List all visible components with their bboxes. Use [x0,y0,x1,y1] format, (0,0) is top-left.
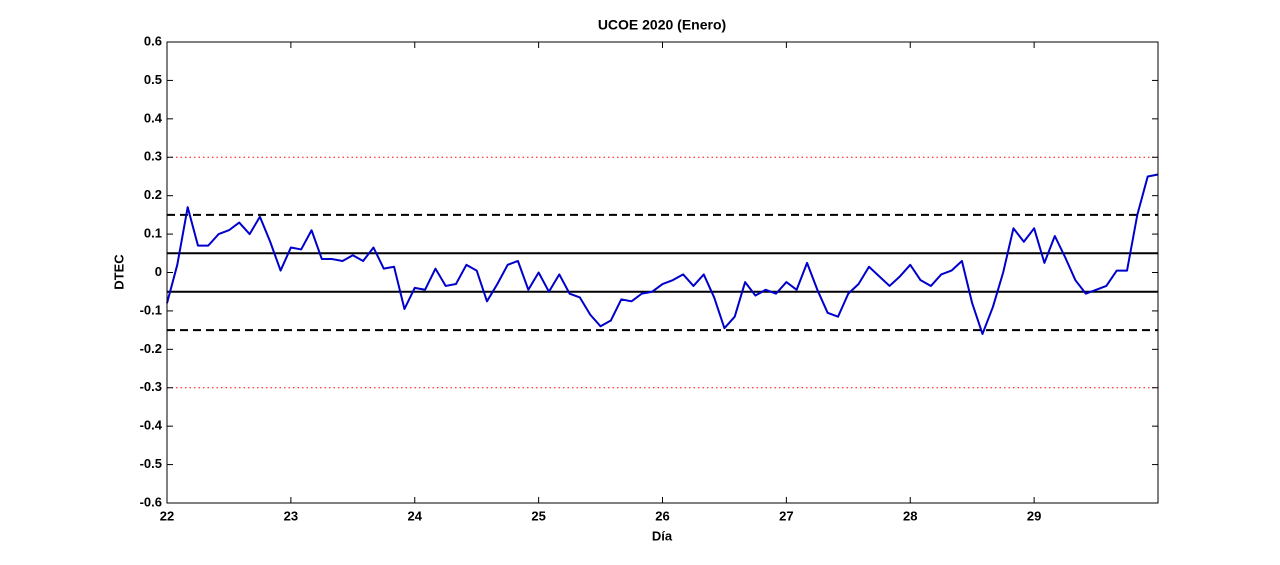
x-tick-label: 25 [531,508,545,523]
y-tick-label: 0.1 [144,226,162,241]
y-tick-label: -0.5 [140,456,162,471]
y-tick-label: -0.1 [140,302,162,317]
chart-title: UCOE 2020 (Enero) [598,17,726,33]
y-tick-label: 0.6 [144,33,162,48]
y-tick-label: -0.3 [140,379,162,394]
x-tick-label: 26 [655,508,669,523]
x-tick-label: 22 [160,508,174,523]
x-tick-label: 28 [903,508,917,523]
y-tick-label: 0.3 [144,149,162,164]
y-tick-label: -0.2 [140,341,162,356]
plot-frame [166,41,1159,504]
data-line [166,173,1159,335]
x-tick-label: 27 [779,508,793,523]
y-tick-label: 0 [155,264,162,279]
y-tick-label: 0.4 [144,110,163,125]
x-axis-label: Día [652,528,673,543]
y-tick-label: -0.4 [140,418,163,433]
x-tick-label: 29 [1027,508,1041,523]
y-tick-label: 0.2 [144,187,162,202]
y-axis-label: DTEC [111,254,126,290]
x-tick-label: 23 [284,508,298,523]
y-tick-label: -0.6 [140,494,162,509]
y-tick-label: 0.5 [144,72,162,87]
x-tick-label: 24 [408,508,423,523]
